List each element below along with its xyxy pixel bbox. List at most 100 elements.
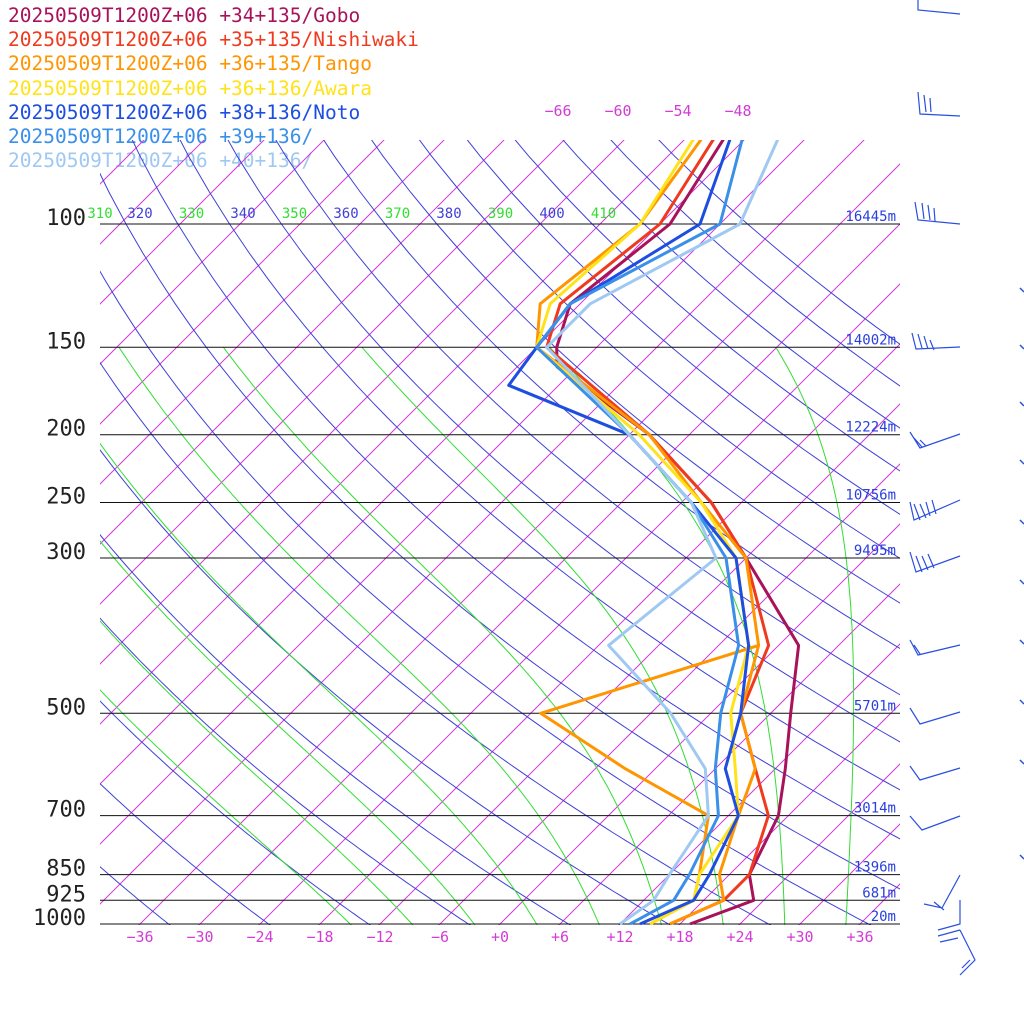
- upper-isotherm-label: −66: [544, 102, 571, 120]
- isotherm-line: [198, 223, 900, 925]
- wind-barbs: [909, 0, 1024, 976]
- legend-entry: 20250509T1200Z+06 +36+136/Awara: [8, 76, 372, 100]
- isotherm-line: [100, 140, 325, 365]
- temperature-profile-line: [545, 140, 771, 925]
- pressure-label: 300: [46, 540, 86, 565]
- temperature-profile-line: [535, 140, 744, 925]
- x-tick-label: +12: [606, 928, 633, 946]
- isobar-lines: [100, 223, 900, 925]
- x-tick-label: −18: [306, 928, 333, 946]
- legend-entry: 20250509T1200Z+06 +34+135/Gobo: [8, 4, 361, 27]
- wind-barb-icon: [909, 765, 961, 781]
- theta-label: 370: [385, 206, 410, 222]
- isotherm-line: [100, 140, 205, 245]
- isotherm-line: [258, 283, 900, 925]
- moist-adiabat-line: [361, 346, 724, 925]
- dry-adiabat-line: [100, 270, 872, 925]
- wind-barb-icon: [909, 815, 961, 831]
- edge-tick-icon: [1019, 287, 1024, 293]
- isotherm-line: [438, 463, 900, 925]
- x-tick-label: −24: [246, 928, 273, 946]
- height-label: 5701m: [854, 698, 896, 714]
- dry-adiabat-line: [131, 140, 900, 840]
- dry-adiabat-line: [275, 140, 900, 696]
- theta-label: 330: [179, 206, 204, 222]
- wind-barb-icon: [917, 0, 961, 15]
- isotherm-line: [138, 163, 900, 925]
- x-tick-label: −30: [186, 928, 213, 946]
- pressure-label: 925: [46, 882, 86, 907]
- dry-adiabat-line: [418, 140, 900, 559]
- edge-tick-icon: [1019, 854, 1024, 860]
- x-tick-label: +24: [726, 928, 753, 946]
- dry-adiabat-line: [100, 617, 471, 925]
- edge-tick-icon: [1019, 519, 1024, 525]
- dry-adiabat-line: [371, 140, 900, 604]
- temperature-profile-line: [507, 140, 751, 925]
- isotherm-line: [100, 140, 625, 665]
- height-label: 20m: [871, 909, 896, 925]
- wind-barb-icon: [911, 332, 961, 351]
- x-tick-label: +30: [786, 928, 813, 946]
- isotherm-line: [498, 523, 900, 925]
- pressure-label: 150: [46, 329, 86, 354]
- height-label: 9495m: [854, 543, 896, 559]
- height-label: 16445m: [845, 209, 896, 225]
- upper-isotherm-label: −54: [664, 102, 691, 120]
- x-tick-label: +18: [666, 928, 693, 946]
- height-label: 3014m: [854, 801, 896, 817]
- legend-entry: 20250509T1200Z+06 +39+136/: [8, 125, 314, 149]
- wind-barb-icon: [923, 874, 961, 911]
- dry-adiabat-line: [562, 140, 900, 429]
- theta-label: 390: [488, 206, 513, 222]
- isotherm-line: [100, 140, 865, 905]
- pressure-label: 250: [46, 485, 86, 510]
- isotherm-line: [100, 140, 565, 605]
- x-tick-label: −12: [366, 928, 393, 946]
- isotherm-line: [100, 140, 505, 545]
- sounding-series: [507, 140, 801, 925]
- height-label: 1396m: [854, 860, 896, 876]
- isotherm-line: [100, 140, 445, 485]
- theta-label: 380: [436, 206, 461, 222]
- legend-entry: 20250509T1200Z+06 +36+135/Tango: [8, 52, 372, 76]
- wind-barb-icon: [937, 900, 961, 943]
- dry-adiabat-line: [100, 534, 572, 925]
- pressure-label: 200: [46, 417, 86, 442]
- isotherm-line: [100, 140, 805, 845]
- theta-label: 310: [87, 206, 112, 222]
- dry-adiabat-line: [179, 140, 900, 791]
- dry-adiabat-line: [100, 172, 900, 890]
- temperature-profile-line: [535, 140, 761, 925]
- isotherm-line: [558, 583, 900, 925]
- isotherm-line: [678, 703, 900, 925]
- isotherm-line: [100, 140, 385, 425]
- theta-label: 400: [539, 206, 564, 222]
- wind-barb-icon: [909, 707, 961, 725]
- height-label: 681m: [862, 885, 896, 901]
- edge-tick-icon: [1019, 639, 1024, 645]
- dry-adiabat-line: [466, 140, 900, 515]
- theta-label: 350: [282, 206, 307, 222]
- dewpoint-profile-line: [539, 643, 760, 925]
- moist-adiabat-line: [549, 346, 786, 925]
- moist-adiabat-line: [100, 620, 414, 925]
- theta-label: 320: [127, 206, 152, 222]
- wind-barb-icon: [914, 201, 961, 225]
- upper-isotherm-label: −48: [724, 102, 751, 120]
- axis-labels: 100 16445m 150 14002m 200 12224m 250 10756m 300 9…: [33, 102, 896, 946]
- legend-entry: 20250509T1200Z+06 +38+136/Noto: [8, 100, 361, 124]
- height-label: 10756m: [845, 488, 896, 504]
- x-tick-label: +0: [491, 928, 509, 946]
- wind-barb-icon: [909, 551, 961, 573]
- edge-tick-icon: [1019, 759, 1024, 765]
- isotherm-line: [318, 343, 900, 925]
- theta-label: 340: [230, 206, 255, 222]
- dry-adiabat-line: [100, 449, 672, 925]
- height-label: 12224m: [845, 420, 896, 436]
- dry-adiabat-line: [100, 783, 271, 925]
- isotherm-line: [798, 823, 900, 925]
- pressure-label: 500: [46, 695, 86, 720]
- isotherm-line: [100, 140, 145, 185]
